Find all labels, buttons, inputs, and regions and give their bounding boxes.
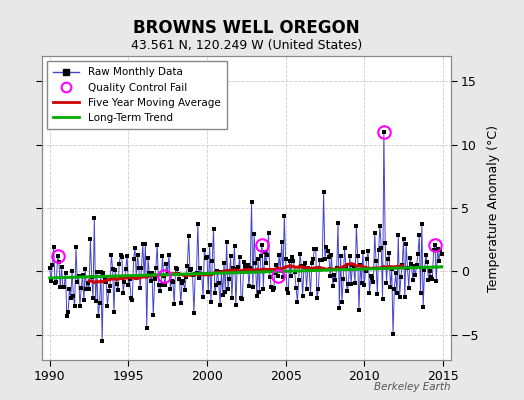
Text: Berkeley Earth: Berkeley Earth xyxy=(374,382,451,392)
Y-axis label: Temperature Anomaly (°C): Temperature Anomaly (°C) xyxy=(486,124,499,292)
Legend: Raw Monthly Data, Quality Control Fail, Five Year Moving Average, Long-Term Tren: Raw Monthly Data, Quality Control Fail, … xyxy=(47,61,227,129)
Text: 43.561 N, 120.249 W (United States): 43.561 N, 120.249 W (United States) xyxy=(130,40,362,52)
Text: BROWNS WELL OREGON: BROWNS WELL OREGON xyxy=(133,19,359,37)
